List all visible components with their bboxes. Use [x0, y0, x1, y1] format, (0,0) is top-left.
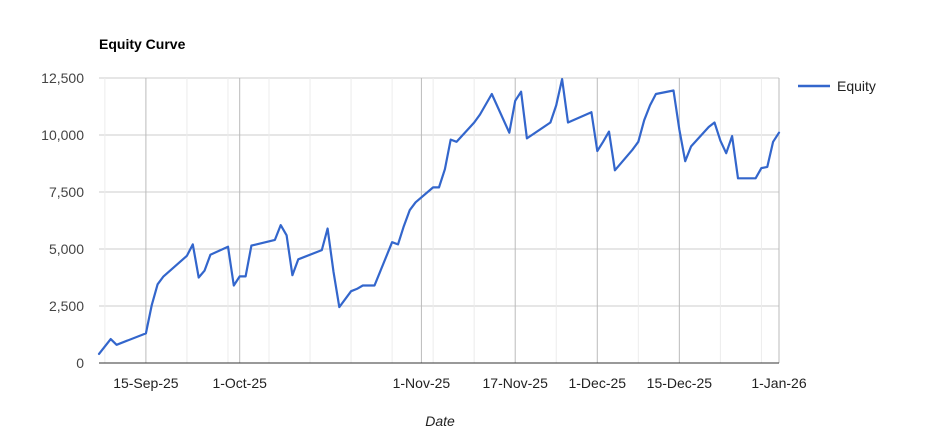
x-tick-label: 15-Sep-25 [113, 375, 179, 391]
x-tick-label: 1-Oct-25 [212, 375, 267, 391]
y-tick-labels: 0 2,500 5,000 7,500 10,000 12,500 [41, 70, 84, 371]
y-tick-label: 7,500 [49, 184, 84, 200]
x-tick-label: 1-Nov-25 [393, 375, 451, 391]
chart-title: Equity Curve [99, 36, 186, 52]
legend[interactable]: Equity [798, 78, 876, 94]
x-tick-labels: 15-Sep-25 1-Oct-25 1-Nov-25 17-Nov-25 1-Dec-… [113, 375, 807, 391]
legend-label[interactable]: Equity [837, 78, 876, 94]
x-tick-label: 1-Jan-26 [751, 375, 806, 391]
y-tick-label: 12,500 [41, 70, 84, 86]
y-tick-label: 5,000 [49, 241, 84, 257]
series-lines [97, 77, 781, 355]
y-tick-label: 10,000 [41, 127, 84, 143]
y-tick-label: 2,500 [49, 298, 84, 314]
grid-lines [99, 77, 780, 363]
x-tick-label: 1-Dec-25 [568, 375, 626, 391]
x-axis-label: Date [425, 413, 455, 429]
x-tick-label: 17-Nov-25 [483, 375, 549, 391]
x-tick-label: 15-Dec-25 [647, 375, 713, 391]
series-line-equity[interactable] [97, 77, 781, 355]
y-tick-label: 0 [76, 355, 84, 371]
